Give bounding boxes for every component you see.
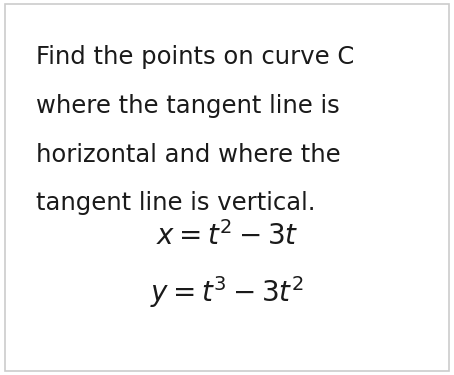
Text: Find the points on curve C: Find the points on curve C — [36, 45, 355, 69]
Text: $x = t^2 - 3t$: $x = t^2 - 3t$ — [156, 221, 298, 251]
Text: where the tangent line is: where the tangent line is — [36, 94, 340, 118]
FancyBboxPatch shape — [5, 4, 449, 371]
Text: tangent line is vertical.: tangent line is vertical. — [36, 191, 316, 215]
Text: horizontal and where the: horizontal and where the — [36, 142, 341, 166]
Text: $y = t^3 - 3t^2$: $y = t^3 - 3t^2$ — [150, 274, 304, 310]
